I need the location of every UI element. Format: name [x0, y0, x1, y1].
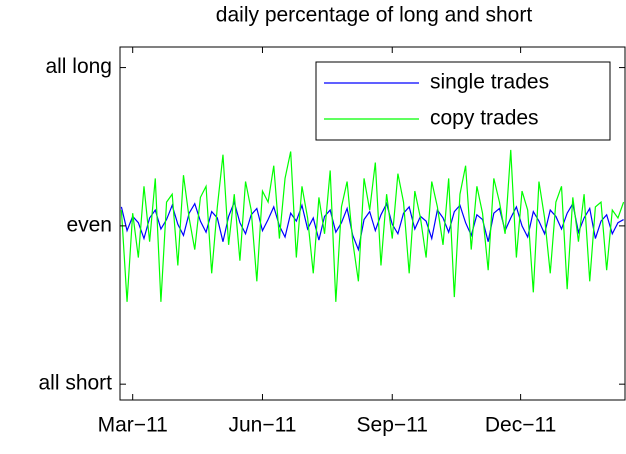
- y-tick-label: all short: [38, 372, 112, 395]
- y-tick-label: even: [66, 213, 112, 236]
- data-line: [120, 200, 624, 252]
- legend-label: single trades: [430, 71, 549, 94]
- x-tick-label: Jun−11: [229, 414, 297, 437]
- chart-title: daily percentage of long and short: [216, 4, 533, 27]
- legend-box: [315, 61, 611, 141]
- x-tick-label: Sep−11: [357, 414, 428, 437]
- x-tick-label: Mar−11: [98, 414, 168, 437]
- x-tick-label: Dec−11: [485, 414, 556, 437]
- legend-label: copy trades: [430, 107, 539, 130]
- data-line: [120, 149, 625, 302]
- plot-frame: [119, 46, 626, 401]
- y-tick-label: all long: [45, 55, 112, 78]
